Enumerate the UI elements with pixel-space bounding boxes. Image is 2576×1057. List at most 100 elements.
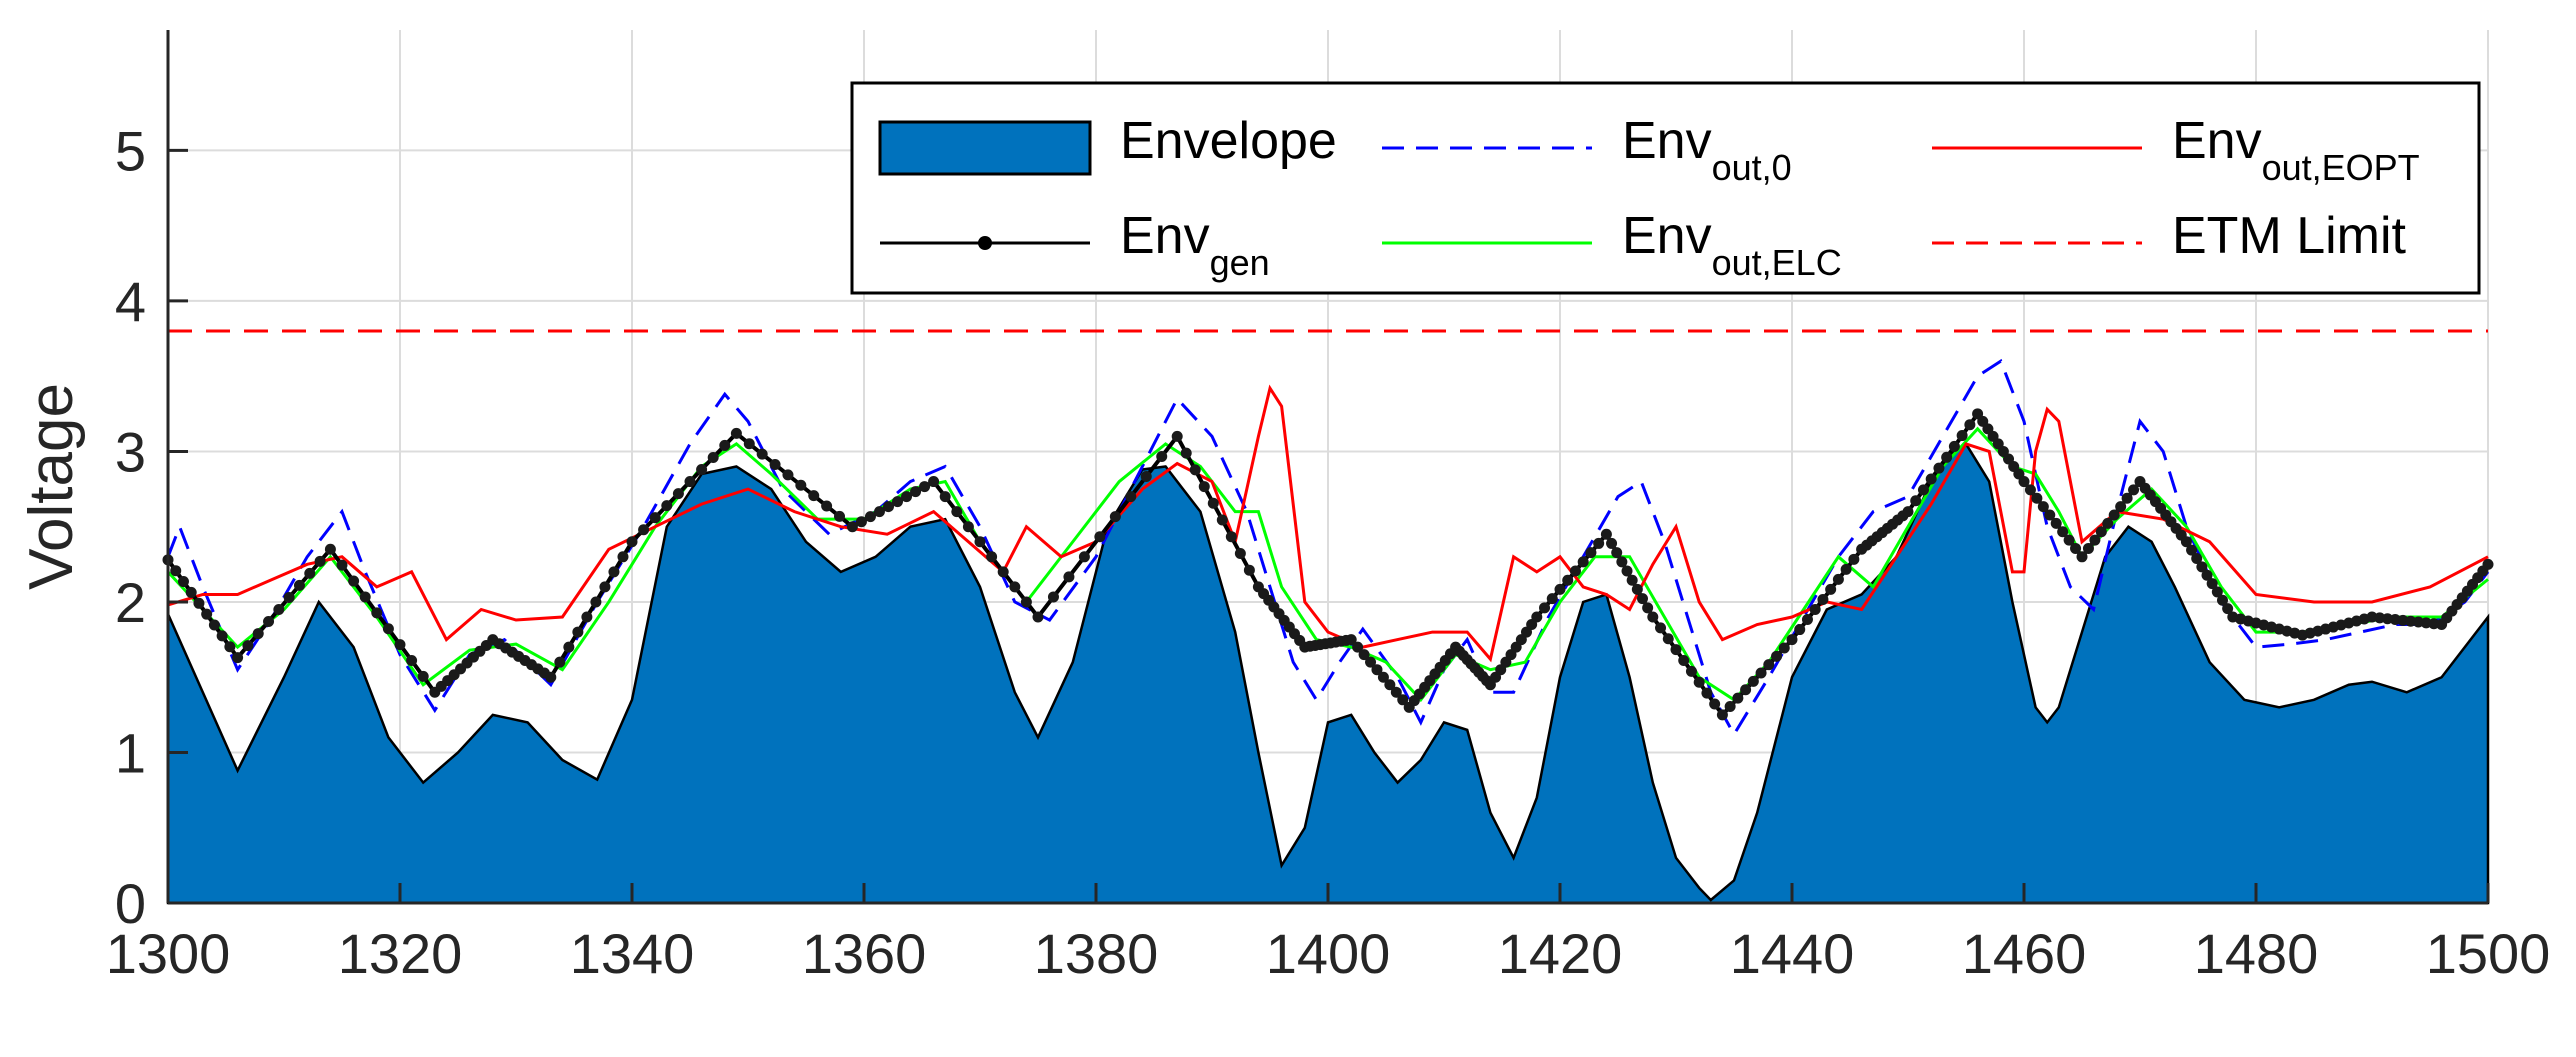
env-gen-marker xyxy=(1611,547,1623,559)
env-gen-marker xyxy=(336,559,348,571)
env-gen-marker xyxy=(283,591,295,603)
env-gen-marker xyxy=(406,655,418,666)
env-gen-marker xyxy=(1397,694,1409,706)
env-gen-marker xyxy=(1825,583,1837,595)
env-gen-marker xyxy=(855,516,867,528)
env-gen-marker xyxy=(1531,611,1543,623)
legend-entry-etm_limit: ETM Limit xyxy=(1932,207,2407,265)
env-gen-marker xyxy=(2024,484,2036,496)
env-gen-marker xyxy=(661,500,673,512)
env-gen-marker xyxy=(617,551,629,563)
env-gen-marker xyxy=(1778,642,1790,654)
env-gen-marker xyxy=(599,581,611,593)
env-gen-marker xyxy=(986,551,998,563)
env-gen-marker xyxy=(2031,492,2043,504)
env-gen-marker xyxy=(1678,655,1690,666)
env-gen-marker xyxy=(1125,491,1137,503)
env-gen-marker xyxy=(1585,547,1597,559)
env-gen-marker xyxy=(1047,591,1059,603)
env-gen-marker xyxy=(1740,684,1752,696)
env-gen-marker xyxy=(684,476,696,488)
env-gen-marker xyxy=(170,565,182,577)
env-gen-marker xyxy=(314,555,326,567)
env-gen-marker xyxy=(808,490,820,502)
x-tick-label: 1480 xyxy=(2194,922,2319,985)
env-gen-marker xyxy=(928,476,940,488)
y-tick-label: 3 xyxy=(115,420,146,483)
env-gen-marker xyxy=(821,500,833,512)
env-gen-marker xyxy=(1840,563,1852,575)
env-gen-marker xyxy=(359,591,371,603)
env-gen-marker xyxy=(1716,709,1728,721)
env-gen-marker xyxy=(581,611,593,623)
env-gen-marker xyxy=(707,451,719,463)
env-gen-marker xyxy=(1554,583,1566,595)
env-gen-marker xyxy=(892,496,904,508)
env-gen-marker xyxy=(563,641,575,653)
env-gen-marker xyxy=(394,639,406,651)
env-gen-marker xyxy=(649,512,661,524)
x-tick-label: 1300 xyxy=(106,922,231,985)
env-gen-marker xyxy=(348,575,360,587)
env-gen-marker xyxy=(252,628,264,640)
env-gen-marker xyxy=(672,488,684,500)
env-gen-marker xyxy=(2089,534,2101,546)
env-gen-marker xyxy=(1771,650,1783,662)
env-gen-marker xyxy=(1621,565,1633,577)
env-gen-marker xyxy=(1832,573,1844,585)
env-gen-marker xyxy=(216,630,228,642)
env-gen-marker xyxy=(1377,671,1389,683)
env-gen-marker xyxy=(2186,544,2198,556)
env-gen-marker xyxy=(1225,531,1237,543)
env-gen-marker xyxy=(1809,603,1821,615)
env-gen-marker xyxy=(2095,526,2107,538)
env-gen-marker xyxy=(882,501,894,513)
env-gen-marker xyxy=(382,623,394,635)
env-gen-marker xyxy=(193,597,205,609)
env-gen-marker xyxy=(1358,649,1370,661)
env-gen-marker xyxy=(1600,528,1612,540)
env-gen-marker xyxy=(2180,536,2192,548)
env-gen-marker xyxy=(2044,509,2056,521)
env-gen-marker xyxy=(974,536,986,548)
env-gen-marker xyxy=(185,586,197,598)
env-gen-marker xyxy=(263,616,275,628)
env-gen-marker xyxy=(1817,593,1829,605)
env-gen-marker xyxy=(1709,698,1721,710)
env-gen-marker xyxy=(2037,501,2049,513)
env-gen-marker xyxy=(2222,603,2234,615)
env-gen-marker xyxy=(2206,578,2218,590)
env-gen-marker xyxy=(224,641,236,653)
env-gen-marker xyxy=(1956,430,1968,442)
env-gen-marker xyxy=(782,469,794,481)
x-tick-label: 1500 xyxy=(2426,922,2551,985)
env-gen-marker xyxy=(2128,484,2140,496)
env-gen-marker xyxy=(1546,593,1558,605)
env-gen-marker xyxy=(201,608,213,620)
env-gen-marker xyxy=(293,579,305,591)
y-tick-label: 0 xyxy=(115,872,146,935)
legend-marker xyxy=(978,236,992,250)
env-gen-marker xyxy=(1109,511,1121,523)
legend-swatch xyxy=(878,120,1092,176)
env-gen-marker xyxy=(2482,558,2494,570)
env-gen-marker xyxy=(1156,450,1168,462)
env-gen-marker xyxy=(2115,501,2127,513)
env-gen-marker xyxy=(1626,574,1638,586)
env-gen-marker xyxy=(1642,602,1654,614)
env-gen-marker xyxy=(846,521,858,533)
env-gen-marker xyxy=(1180,447,1192,459)
y-axis-label: Voltage xyxy=(17,383,86,590)
env-gen-marker xyxy=(1794,624,1806,636)
env-gen-marker xyxy=(951,506,963,518)
env-gen-marker xyxy=(638,524,650,536)
env-gen-marker xyxy=(1917,484,1929,496)
env-gen-marker xyxy=(1140,471,1152,483)
y-tick-label: 2 xyxy=(115,571,146,634)
env-gen-marker xyxy=(1933,462,1945,474)
env-gen-marker xyxy=(304,567,316,579)
legend-subscript: out,EOPT xyxy=(2262,147,2420,188)
env-gen-marker xyxy=(1925,473,1937,485)
env-gen-marker xyxy=(1234,547,1246,559)
